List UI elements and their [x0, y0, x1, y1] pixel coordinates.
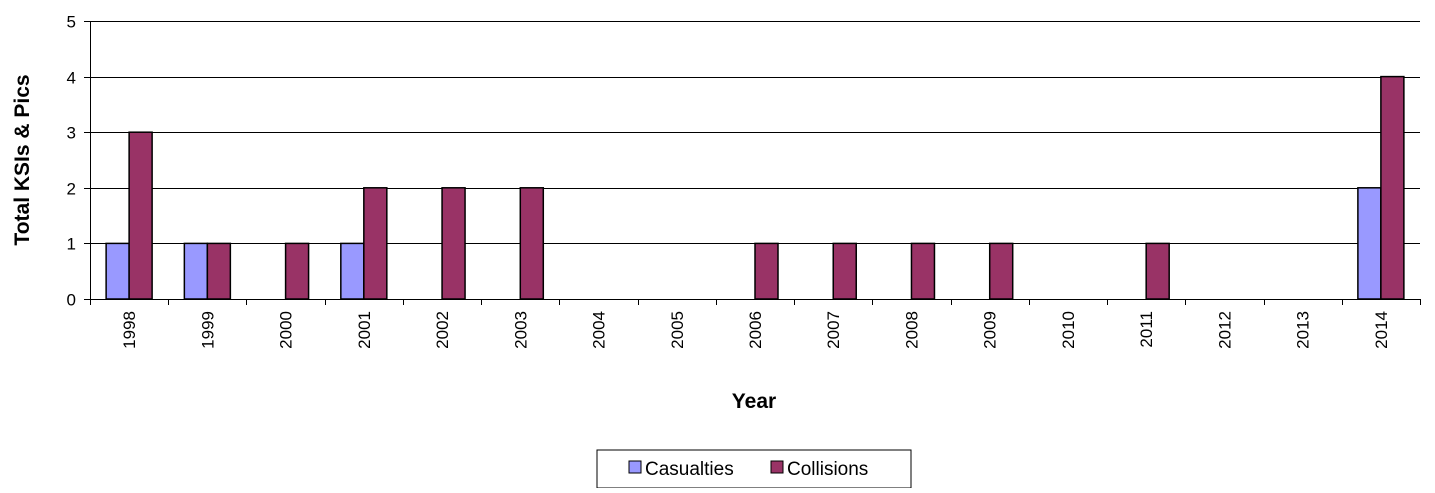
bar-collisions-1998 [128, 131, 153, 300]
bar-collisions-2006 [754, 242, 779, 300]
x-tick-label-2007: 2007 [824, 311, 843, 349]
bars [105, 75, 1405, 300]
x-tick-label-2005: 2005 [668, 311, 687, 349]
x-tick-label-2011: 2011 [1137, 311, 1156, 348]
x-tick-label-2014: 2014 [1372, 311, 1391, 349]
x-tick-label-2008: 2008 [902, 311, 921, 349]
y-tick-label-1: 1 [67, 235, 76, 254]
x-tick-label-2009: 2009 [981, 311, 1000, 349]
x-tick-label-2013: 2013 [1294, 311, 1313, 349]
x-tick-label-2000: 2000 [277, 311, 296, 349]
bar-collisions-2011 [1145, 242, 1170, 300]
legend-swatch-casualties [628, 460, 642, 474]
gridlines [90, 21, 1420, 244]
bar-casualties-1999 [183, 242, 209, 300]
x-tick-label-2010: 2010 [1059, 311, 1078, 349]
y-axis-title: Total KSIs & Pics [11, 74, 34, 245]
bar-casualties-2014 [1357, 187, 1382, 300]
x-tick-labels: 1998 1999 2000 2001 2002 2003 2004 2005 2006 2007… [120, 311, 1391, 349]
x-tick-label-2003: 2003 [511, 311, 530, 349]
bar-collisions-2014 [1380, 75, 1405, 300]
bar-casualties-1998 [105, 242, 130, 300]
x-tick-label-2012: 2012 [1215, 311, 1234, 349]
legend-swatch-collisions [770, 460, 784, 474]
y-tick-label-2: 2 [67, 180, 76, 199]
x-tick-label-2006: 2006 [746, 311, 765, 349]
bar-collisions-2008 [910, 242, 936, 300]
bar-collisions-2001 [363, 187, 388, 300]
x-axis-title: Year [732, 390, 776, 413]
y-tick-label-4: 4 [67, 69, 76, 88]
x-tick-label-2001: 2001 [355, 311, 374, 349]
y-tick-labels: 0 1 2 3 4 5 [67, 13, 76, 310]
x-tick-label-1998: 1998 [120, 311, 139, 349]
bar-collisions-2009 [988, 242, 1014, 300]
y-tick-label-5: 5 [67, 13, 76, 32]
axes [84, 21, 1421, 305]
bar-collisions-1999 [206, 242, 232, 300]
bar-collisions-2000 [284, 242, 310, 300]
bar-casualties-2001 [340, 242, 365, 300]
x-tick-label-2004: 2004 [590, 311, 609, 349]
legend-box [596, 449, 912, 489]
bar-collisions-2007 [832, 242, 857, 300]
x-tick-label-1999: 1999 [198, 311, 217, 349]
bar-collisions-2002 [441, 187, 466, 300]
legend: Casualties Collisions [596, 449, 912, 489]
x-tick-label-2002: 2002 [433, 311, 452, 349]
legend-label-collisions: Collisions [787, 459, 868, 480]
legend-label-casualties: Casualties [645, 459, 734, 480]
y-tick-label-0: 0 [67, 291, 76, 310]
y-tick-label-3: 3 [67, 124, 76, 143]
bar-collisions-2003 [519, 187, 545, 300]
